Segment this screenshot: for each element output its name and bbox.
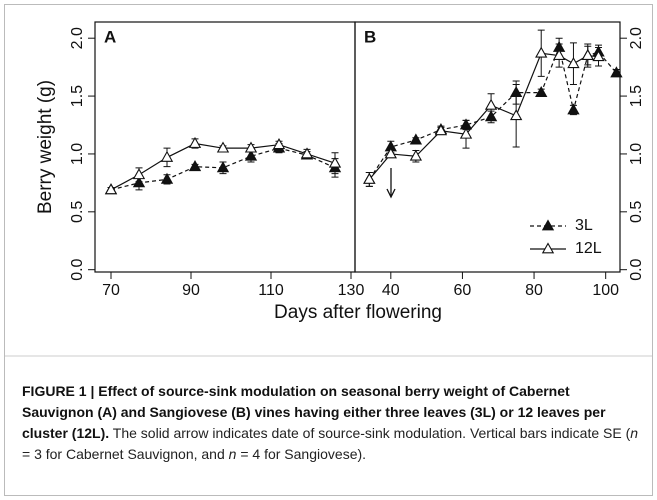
- plot-frame: [354, 21, 621, 273]
- caption-text: = 4 for Sangiovese).: [236, 446, 367, 462]
- marker: [581, 48, 594, 60]
- x-tick-label: 70: [102, 282, 120, 299]
- x-tick-label: 100: [592, 282, 619, 299]
- marker: [216, 161, 230, 173]
- marker: [272, 138, 286, 150]
- marker: [300, 147, 314, 159]
- marker: [188, 136, 202, 148]
- marker: [160, 172, 174, 184]
- marker: [244, 141, 258, 153]
- x-tick-label: 110: [258, 282, 284, 299]
- y-tick-label: 1.5: [69, 85, 86, 107]
- legend-label: 3L: [575, 217, 593, 234]
- caption-n: n: [228, 446, 237, 462]
- caption-title: FIGURE 1 | Effect of source-sink modulat…: [22, 383, 606, 441]
- series-line: [368, 45, 617, 180]
- caption-n: n: [630, 425, 639, 441]
- caption: FIGURE 1 | Effect of source-sink modulat…: [22, 381, 640, 465]
- marker: [132, 168, 146, 180]
- marker: [104, 183, 118, 195]
- x-tick-label: 40: [382, 282, 400, 299]
- caption-text: = 3 for Cabernet Sauvignon, and: [22, 446, 229, 462]
- marker: [509, 109, 523, 121]
- marker: [459, 127, 473, 139]
- marker: [567, 57, 580, 69]
- y-tick-label: 2.0: [628, 27, 645, 49]
- legend-marker: [541, 219, 555, 231]
- y-tick-label: 1.0: [69, 143, 86, 165]
- x-tick-label: 60: [454, 282, 472, 299]
- marker: [363, 172, 376, 184]
- marker: [409, 133, 423, 145]
- y-tick-label: 2.0: [69, 27, 86, 49]
- legend-marker: [541, 242, 555, 254]
- marker: [409, 149, 423, 161]
- y-tick-label: 0.0: [628, 258, 645, 280]
- y-tick-label: 0.0: [69, 258, 86, 280]
- legend-label: 12L: [575, 240, 602, 257]
- x-axis-label: Days after flowering: [274, 302, 442, 323]
- marker: [610, 66, 623, 78]
- y-tick-label: 0.5: [628, 201, 645, 223]
- marker: [567, 103, 580, 115]
- x-tick-label: 80: [525, 282, 543, 299]
- marker: [216, 141, 230, 153]
- y-tick-label: 0.5: [69, 201, 86, 223]
- series-line: [368, 52, 599, 180]
- marker: [535, 46, 548, 58]
- y-axis-label: Berry weight (g): [35, 80, 56, 214]
- marker: [535, 85, 548, 98]
- marker: [384, 147, 397, 159]
- marker: [434, 124, 448, 136]
- x-tick-label: 130: [338, 282, 365, 299]
- marker: [328, 156, 342, 168]
- marker: [592, 50, 605, 62]
- frame: [4, 4, 653, 496]
- panel-label: B: [364, 27, 376, 46]
- marker: [244, 149, 258, 161]
- marker: [552, 48, 566, 60]
- x-tick-label: 90: [182, 282, 200, 299]
- y-tick-label: 1.0: [628, 143, 645, 165]
- marker: [484, 98, 498, 110]
- caption-text: The solid arrow indicates date of source…: [109, 425, 631, 441]
- arrow-head: [386, 188, 396, 199]
- y-tick-label: 1.5: [628, 85, 645, 107]
- panel-label: A: [104, 27, 116, 46]
- marker: [188, 160, 202, 172]
- marker: [160, 150, 174, 162]
